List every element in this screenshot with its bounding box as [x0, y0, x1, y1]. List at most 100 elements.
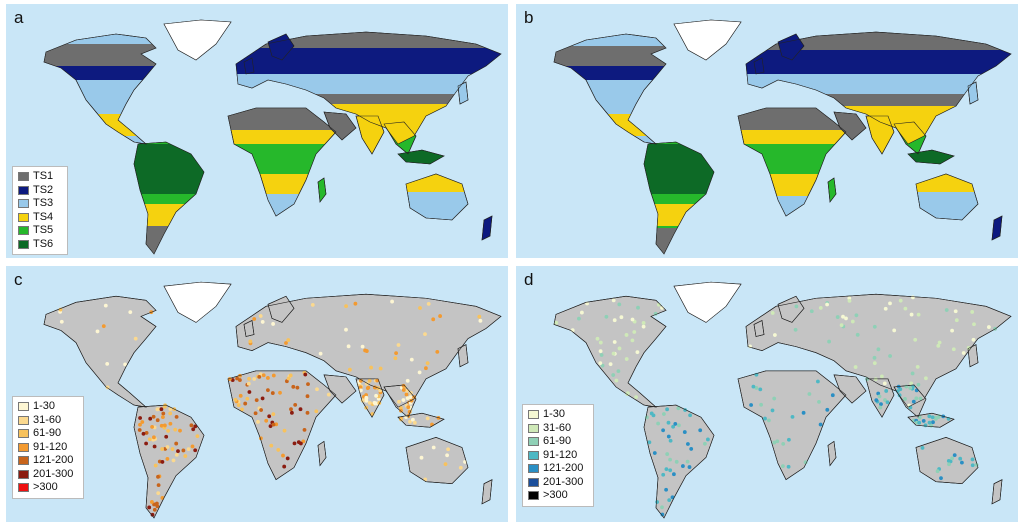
- coastline: [643, 141, 715, 255]
- density-point: [252, 377, 257, 381]
- density-point: [156, 483, 161, 488]
- density-point: [264, 418, 269, 423]
- density-point: [168, 407, 173, 411]
- density-point: [423, 332, 427, 337]
- legend-swatch: [528, 437, 539, 447]
- climate-zone: [236, 94, 501, 104]
- density-point: [299, 441, 303, 446]
- density-point: [291, 384, 296, 389]
- density-point: [801, 410, 806, 415]
- coastline: [405, 173, 469, 221]
- legend-swatch: [18, 429, 29, 439]
- density-point: [174, 452, 179, 457]
- coastline: [267, 33, 295, 61]
- coastline: [827, 440, 837, 467]
- density-point: [656, 421, 660, 426]
- density-point: [282, 464, 287, 469]
- density-point: [950, 328, 954, 333]
- density-point: [310, 302, 315, 307]
- legend-swatch: [18, 469, 29, 479]
- density-point: [161, 415, 165, 419]
- density-point: [305, 394, 310, 399]
- density-point: [399, 417, 403, 422]
- legend-swatch: [18, 212, 29, 222]
- density-point: [240, 407, 244, 412]
- legend-item: >300: [528, 489, 588, 503]
- climate-zone: [554, 46, 666, 68]
- coastline: [397, 412, 445, 428]
- density-point: [630, 338, 635, 343]
- density-point: [580, 310, 584, 315]
- density-point: [412, 420, 417, 425]
- map-b: [553, 19, 1012, 255]
- legend-label: 31-60: [33, 413, 62, 426]
- density-point: [358, 385, 363, 390]
- density-point: [970, 457, 975, 462]
- density-point: [425, 416, 430, 421]
- density-point: [431, 317, 436, 322]
- map-panel-a: a TS1 TS2 TS3 TS4 TS5 TS6: [6, 4, 508, 258]
- legend-item: 91-120: [18, 441, 78, 455]
- density-point: [892, 328, 897, 333]
- coastline: [383, 121, 417, 155]
- density-point: [817, 399, 821, 404]
- legend-label: 201-300: [543, 475, 584, 488]
- map-panel-d: d 1-30 31-60 61-90 91-120 121-200 201-300 >300: [516, 266, 1018, 522]
- density-point: [165, 445, 170, 449]
- legend-swatch: [528, 464, 539, 474]
- density-point: [595, 336, 600, 341]
- density-point: [155, 418, 160, 423]
- density-point: [660, 512, 665, 517]
- density-point: [443, 462, 448, 467]
- coastline: [383, 384, 417, 418]
- legend-c: 1-30 31-60 61-90 91-120 121-200 201-300 >300: [12, 396, 84, 499]
- density-point: [662, 412, 666, 416]
- coastline: [643, 404, 715, 519]
- climate-zone: [738, 108, 846, 130]
- density-point: [825, 407, 830, 412]
- coastline: [163, 281, 232, 323]
- density-point: [888, 354, 892, 358]
- density-point: [882, 381, 887, 386]
- density-point: [424, 366, 428, 371]
- legend-item: 61-90: [528, 435, 588, 449]
- density-point: [909, 381, 914, 386]
- legend-item: 1-30: [528, 408, 588, 422]
- density-point: [816, 379, 820, 384]
- coastline: [243, 57, 255, 75]
- density-point: [758, 387, 763, 392]
- legend-swatch: [528, 410, 539, 420]
- legend-label: 61-90: [543, 435, 572, 448]
- density-point: [247, 376, 252, 381]
- density-point: [411, 417, 415, 422]
- density-point: [987, 325, 991, 329]
- legend-swatch: [528, 450, 539, 460]
- density-point: [904, 384, 909, 389]
- legend-swatch: [18, 199, 29, 209]
- coastline: [317, 440, 327, 467]
- legend-swatch: [528, 491, 539, 501]
- coastline: [267, 295, 295, 323]
- density-point: [478, 318, 483, 323]
- density-point: [632, 330, 637, 334]
- density-point: [128, 310, 133, 315]
- climate-zone: [406, 174, 468, 192]
- density-point: [825, 302, 829, 307]
- density-point: [773, 333, 777, 337]
- density-point: [266, 376, 270, 380]
- density-point: [190, 444, 195, 449]
- density-point: [367, 400, 372, 405]
- density-point: [276, 448, 281, 452]
- climate-zone: [228, 108, 336, 130]
- panel-label-b: b: [524, 8, 534, 27]
- density-point: [688, 413, 692, 418]
- density-point: [666, 434, 671, 439]
- coastline: [43, 295, 157, 408]
- legend-label: TS1: [33, 170, 54, 183]
- density-point: [911, 295, 915, 300]
- density-point: [431, 445, 436, 450]
- density-point: [394, 351, 398, 356]
- legend-label: TS2: [33, 183, 54, 196]
- density-point: [156, 474, 160, 479]
- density-point: [364, 395, 369, 400]
